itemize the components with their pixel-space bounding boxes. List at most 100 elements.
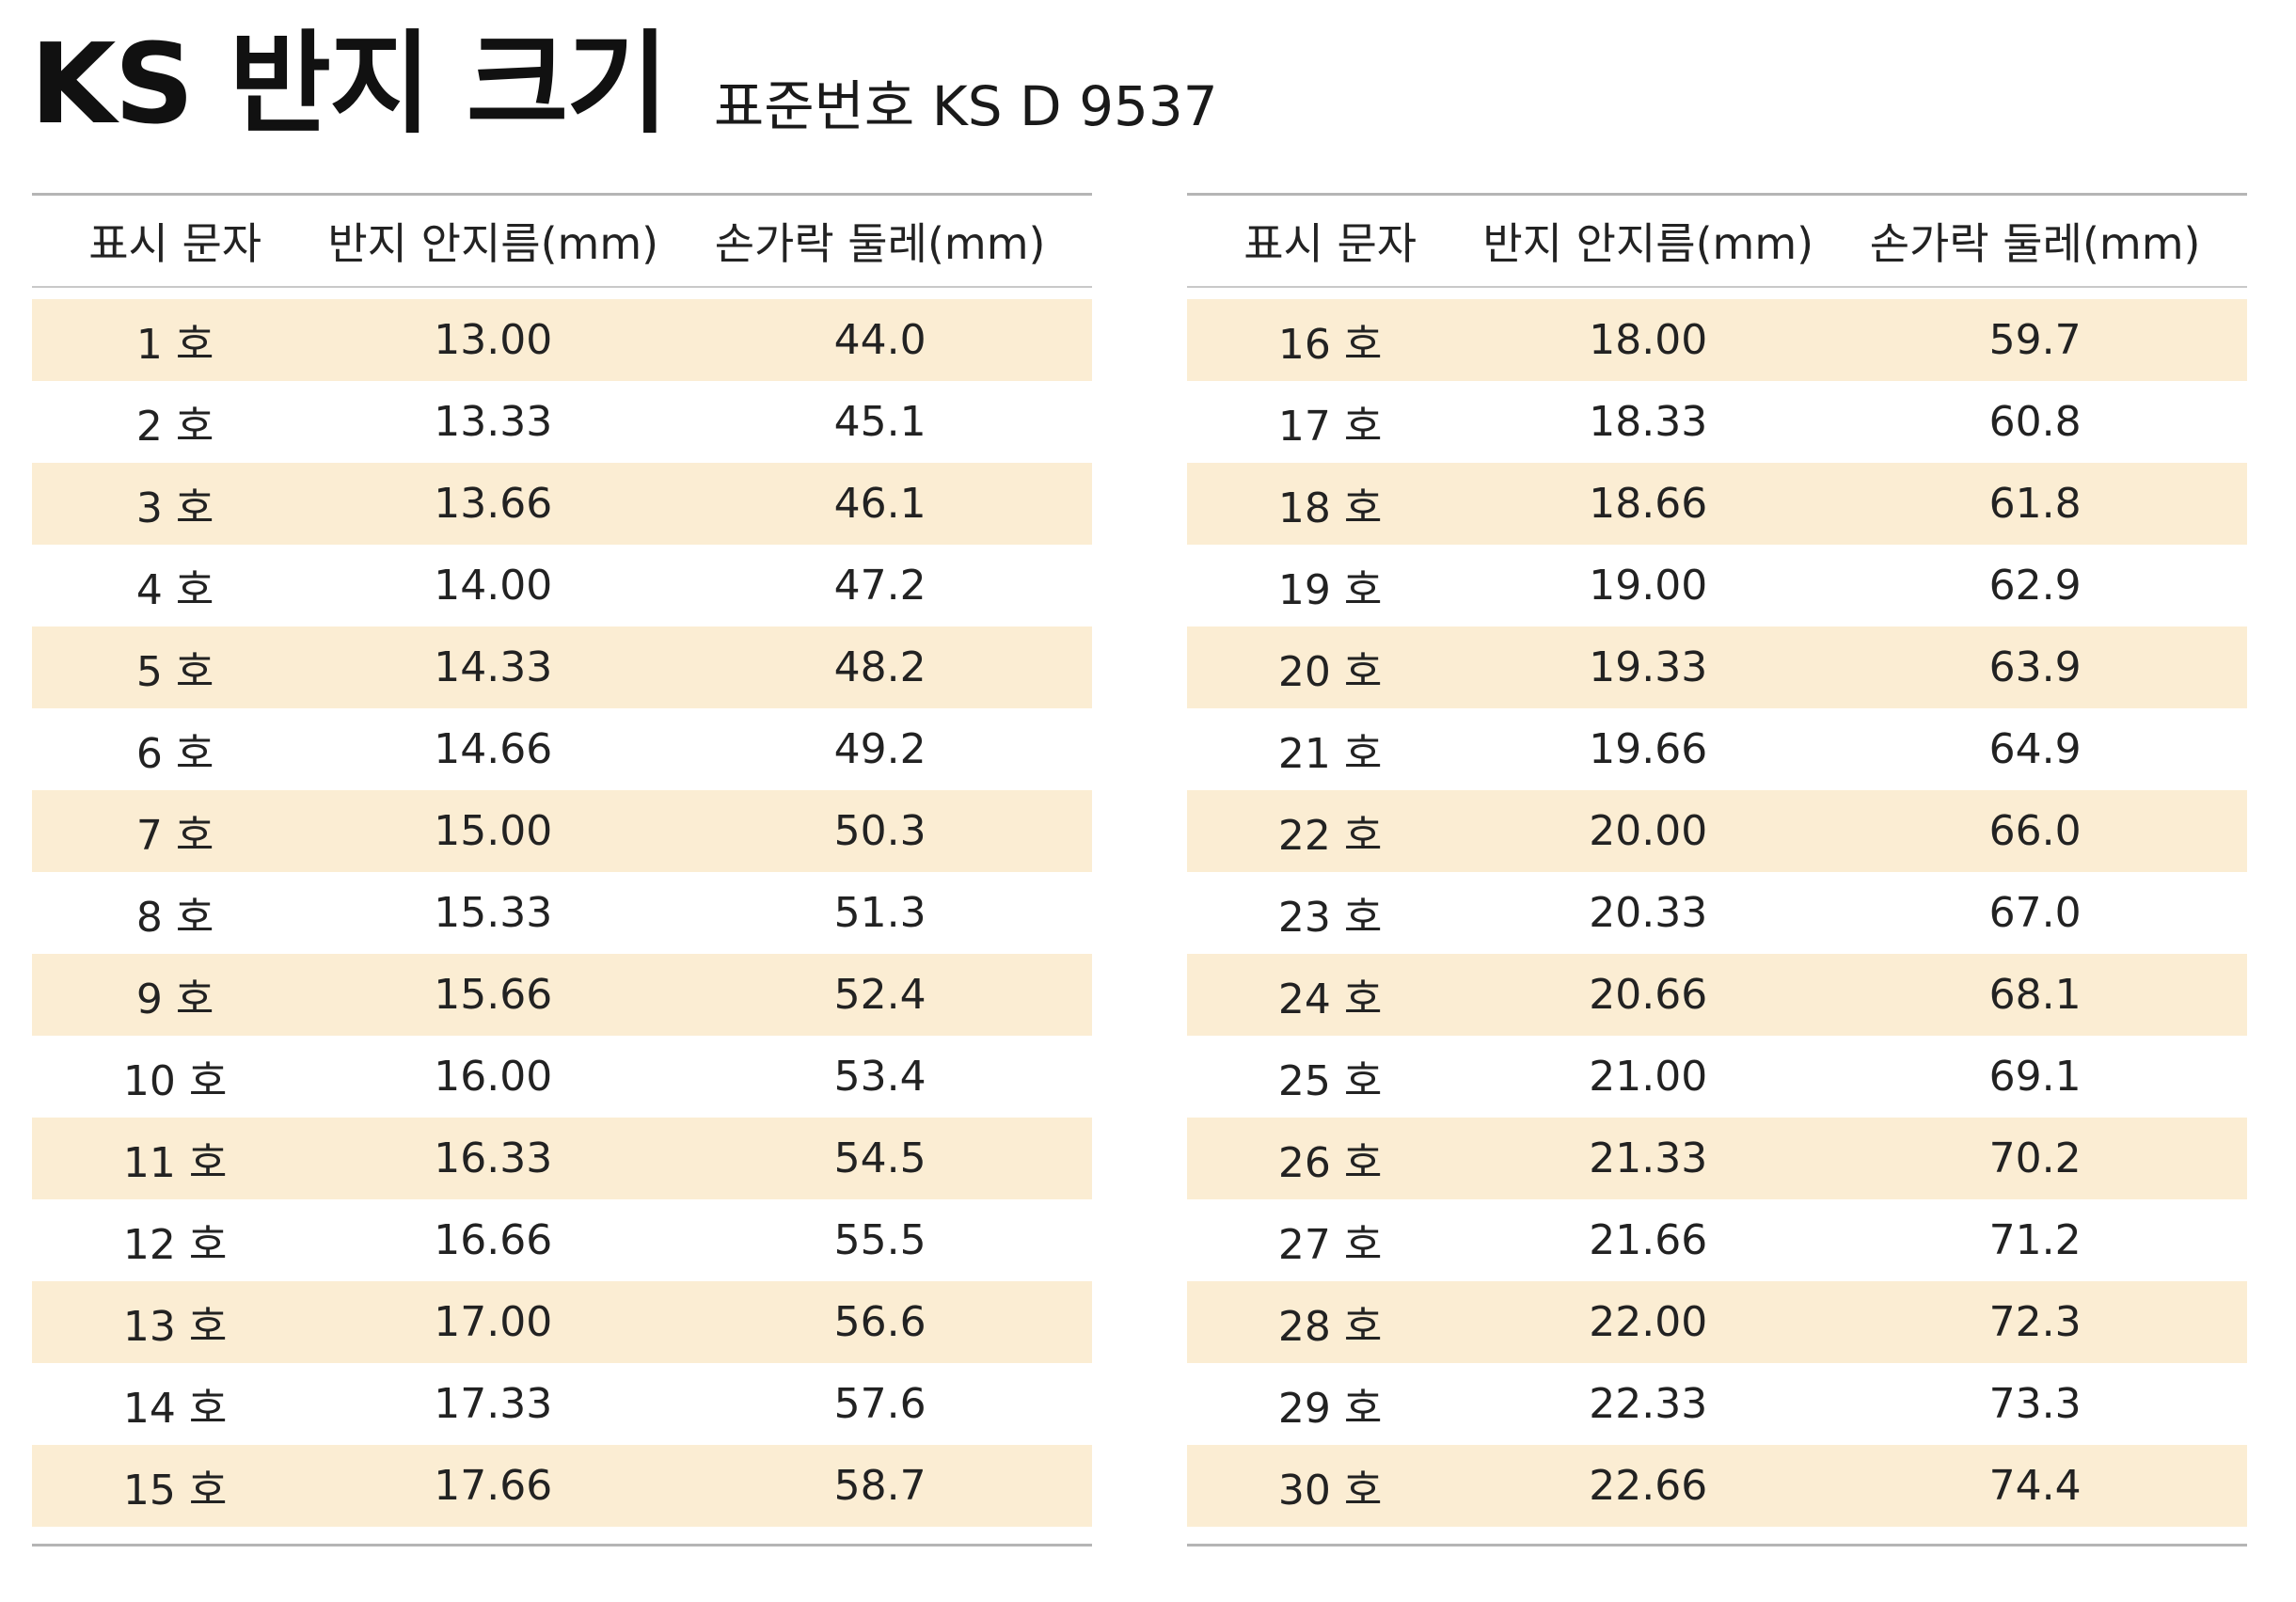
finger-circumference-cell: 57.6 <box>833 1380 926 1428</box>
size-mark-cell: 14 호 <box>122 1384 228 1433</box>
size-mark-cell: 27 호 <box>1277 1220 1383 1269</box>
inner-diameter-cell: 14.00 <box>434 562 553 610</box>
finger-circumference-cell: 66.0 <box>1823 790 2247 872</box>
inner-diameter-cell: 15.00 <box>318 790 669 872</box>
table-row: 17 호 18.33 60.8 <box>1187 381 2247 463</box>
inner-diameter-cell: 16.33 <box>318 1118 669 1199</box>
inner-diameter-cell: 22.33 <box>1589 1380 1708 1428</box>
table-header-row: 표시 문자 반지 안지름(mm) 손가락 둘레(mm) <box>1187 194 2247 288</box>
size-mark-cell: 24 호 <box>1187 954 1474 1036</box>
size-mark-cell: 15 호 <box>32 1445 319 1527</box>
finger-circumference-cell: 61.8 <box>1823 463 2247 545</box>
size-mark-cell: 5 호 <box>32 627 319 708</box>
page-title: KS 반지 크기 <box>30 19 669 149</box>
table-row: 3 호 13.66 46.1 <box>32 463 1092 545</box>
inner-diameter-cell: 17.66 <box>318 1445 669 1527</box>
table-row: 30 호 22.66 74.4 <box>1187 1445 2247 1527</box>
inner-diameter-cell: 17.00 <box>318 1281 669 1363</box>
ring-size-table-left: 표시 문자 반지 안지름(mm) 손가락 둘레(mm) 1 호 13.00 44.0… <box>32 193 1092 1546</box>
finger-circumference-cell: 62.9 <box>1988 562 2082 610</box>
inner-diameter-cell: 14.33 <box>318 627 669 708</box>
table-row: 23 호 20.33 67.0 <box>1187 872 2247 954</box>
header-inner-diameter: 반지 안지름(mm) <box>1473 194 1824 288</box>
finger-circumference-cell: 54.5 <box>668 1118 1092 1199</box>
size-mark-cell: 11 호 <box>32 1118 319 1199</box>
finger-circumference-cell: 63.9 <box>1823 627 2247 708</box>
size-mark-cell: 2 호 <box>135 402 214 451</box>
inner-diameter-cell: 21.66 <box>1589 1216 1708 1264</box>
table-row: 1 호 13.00 44.0 <box>32 299 1092 381</box>
inner-diameter-cell: 13.00 <box>318 299 669 381</box>
table-row: 25 호 21.00 69.1 <box>1187 1036 2247 1118</box>
header-finger-circumference: 손가락 둘레(mm) <box>668 194 1092 288</box>
finger-circumference-cell: 44.0 <box>668 299 1092 381</box>
inner-diameter-cell: 19.66 <box>1589 725 1708 773</box>
inner-diameter-cell: 21.33 <box>1473 1118 1824 1199</box>
table-row: 10 호 16.00 53.4 <box>32 1036 1092 1118</box>
table-row: 19 호 19.00 62.9 <box>1187 545 2247 627</box>
header-size-mark: 표시 문자 <box>1187 194 1474 288</box>
inner-diameter-cell: 15.33 <box>434 889 553 937</box>
finger-circumference-cell: 46.1 <box>668 463 1092 545</box>
size-mark-cell: 1 호 <box>32 299 319 381</box>
finger-circumference-cell: 64.9 <box>1988 725 2082 773</box>
finger-circumference-cell: 58.7 <box>668 1445 1092 1527</box>
inner-diameter-cell: 18.66 <box>1473 463 1824 545</box>
spacer-row <box>1187 1527 2247 1546</box>
finger-circumference-cell: 73.3 <box>1988 1380 2082 1428</box>
standard-number: 표준번호 KS D 9537 <box>713 74 1218 138</box>
table-row: 11 호 16.33 54.5 <box>32 1118 1092 1199</box>
inner-diameter-cell: 14.66 <box>434 725 553 773</box>
inner-diameter-cell: 13.33 <box>434 398 553 446</box>
header-inner-diameter: 반지 안지름(mm) <box>318 194 669 288</box>
size-mark-cell: 25 호 <box>1277 1056 1383 1105</box>
table-row: 9 호 15.66 52.4 <box>32 954 1092 1036</box>
size-mark-cell: 17 호 <box>1277 402 1383 451</box>
header-finger-circumference: 손가락 둘레(mm) <box>1823 194 2247 288</box>
table-row: 18 호 18.66 61.8 <box>1187 463 2247 545</box>
ring-size-table-right: 표시 문자 반지 안지름(mm) 손가락 둘레(mm) 16 호 18.00 59.… <box>1187 193 2247 1546</box>
table-row: 6 호 14.66 49.2 <box>32 708 1092 790</box>
finger-circumference-cell: 67.0 <box>1988 889 2082 937</box>
table-row: 20 호 19.33 63.9 <box>1187 627 2247 708</box>
size-mark-cell: 9 호 <box>32 954 319 1036</box>
size-mark-cell: 3 호 <box>32 463 319 545</box>
inner-diameter-cell: 16.66 <box>434 1216 553 1264</box>
size-mark-cell: 12 호 <box>122 1220 228 1269</box>
table-row: 24 호 20.66 68.1 <box>1187 954 2247 1036</box>
inner-diameter-cell: 17.33 <box>434 1380 553 1428</box>
finger-circumference-cell: 56.6 <box>668 1281 1092 1363</box>
page-header: KS 반지 크기 표준번호 KS D 9537 <box>30 17 1218 139</box>
finger-circumference-cell: 74.4 <box>1823 1445 2247 1527</box>
inner-diameter-cell: 13.66 <box>318 463 669 545</box>
size-mark-cell: 8 호 <box>135 893 214 942</box>
inner-diameter-cell: 15.66 <box>318 954 669 1036</box>
inner-diameter-cell: 19.33 <box>1473 627 1824 708</box>
finger-circumference-cell: 53.4 <box>833 1053 926 1101</box>
finger-circumference-cell: 72.3 <box>1823 1281 2247 1363</box>
table-row: 27 호 21.66 71.2 <box>1187 1199 2247 1281</box>
size-mark-cell: 26 호 <box>1187 1118 1474 1199</box>
table-row: 2 호 13.33 45.1 <box>32 381 1092 463</box>
size-mark-cell: 20 호 <box>1187 627 1474 708</box>
size-mark-cell: 30 호 <box>1187 1445 1474 1527</box>
header-size-mark: 표시 문자 <box>32 194 319 288</box>
finger-circumference-cell: 68.1 <box>1823 954 2247 1036</box>
size-mark-cell: 13 호 <box>32 1281 319 1363</box>
table-row: 28 호 22.00 72.3 <box>1187 1281 2247 1363</box>
table-header-row: 표시 문자 반지 안지름(mm) 손가락 둘레(mm) <box>32 194 1092 288</box>
size-mark-cell: 19 호 <box>1277 565 1383 614</box>
table-row: 8 호 15.33 51.3 <box>32 872 1092 954</box>
inner-diameter-cell: 20.66 <box>1473 954 1824 1036</box>
table-row: 7 호 15.00 50.3 <box>32 790 1092 872</box>
spacer-row <box>32 287 1092 299</box>
size-mark-cell: 28 호 <box>1187 1281 1474 1363</box>
table-row: 5 호 14.33 48.2 <box>32 627 1092 708</box>
table-row: 4 호 14.00 47.2 <box>32 545 1092 627</box>
size-mark-cell: 21 호 <box>1277 729 1383 778</box>
table-row: 13 호 17.00 56.6 <box>32 1281 1092 1363</box>
table-row: 12 호 16.66 55.5 <box>32 1199 1092 1281</box>
table-row: 29 호 22.33 73.3 <box>1187 1363 2247 1445</box>
finger-circumference-cell: 60.8 <box>1988 398 2082 446</box>
inner-diameter-cell: 16.00 <box>434 1053 553 1101</box>
